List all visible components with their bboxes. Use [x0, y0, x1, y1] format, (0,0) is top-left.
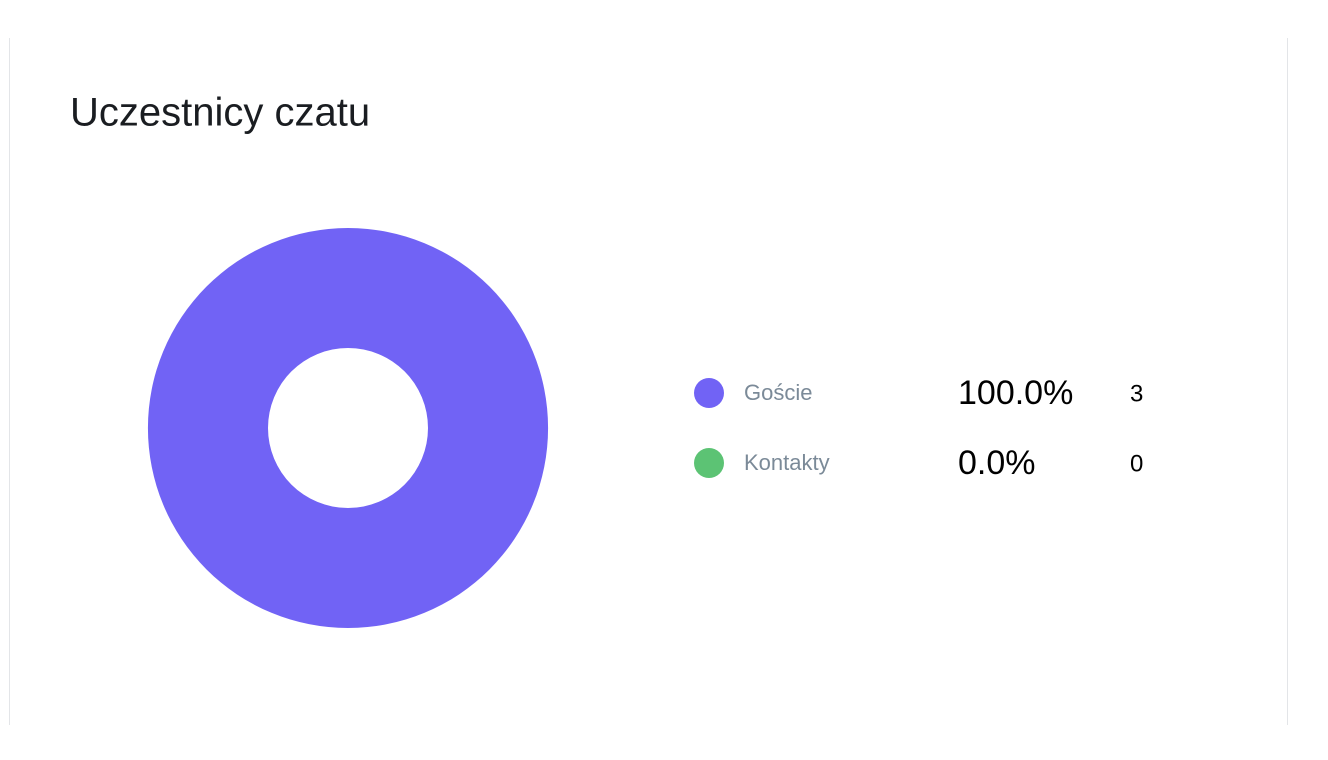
count-label: 0 — [1130, 450, 1143, 477]
donut-slice — [147, 227, 549, 629]
percent-label: 0.0% — [958, 444, 1036, 482]
legend-swatch — [694, 378, 724, 408]
legend-swatch — [694, 448, 724, 478]
legend-label: Kontakty — [744, 450, 830, 475]
chart-title: Uczestnicy czatu — [70, 91, 370, 135]
count-label: 3 — [1130, 380, 1143, 407]
percent-label: 100.0% — [958, 374, 1073, 412]
legend-label: Goście — [744, 380, 812, 405]
